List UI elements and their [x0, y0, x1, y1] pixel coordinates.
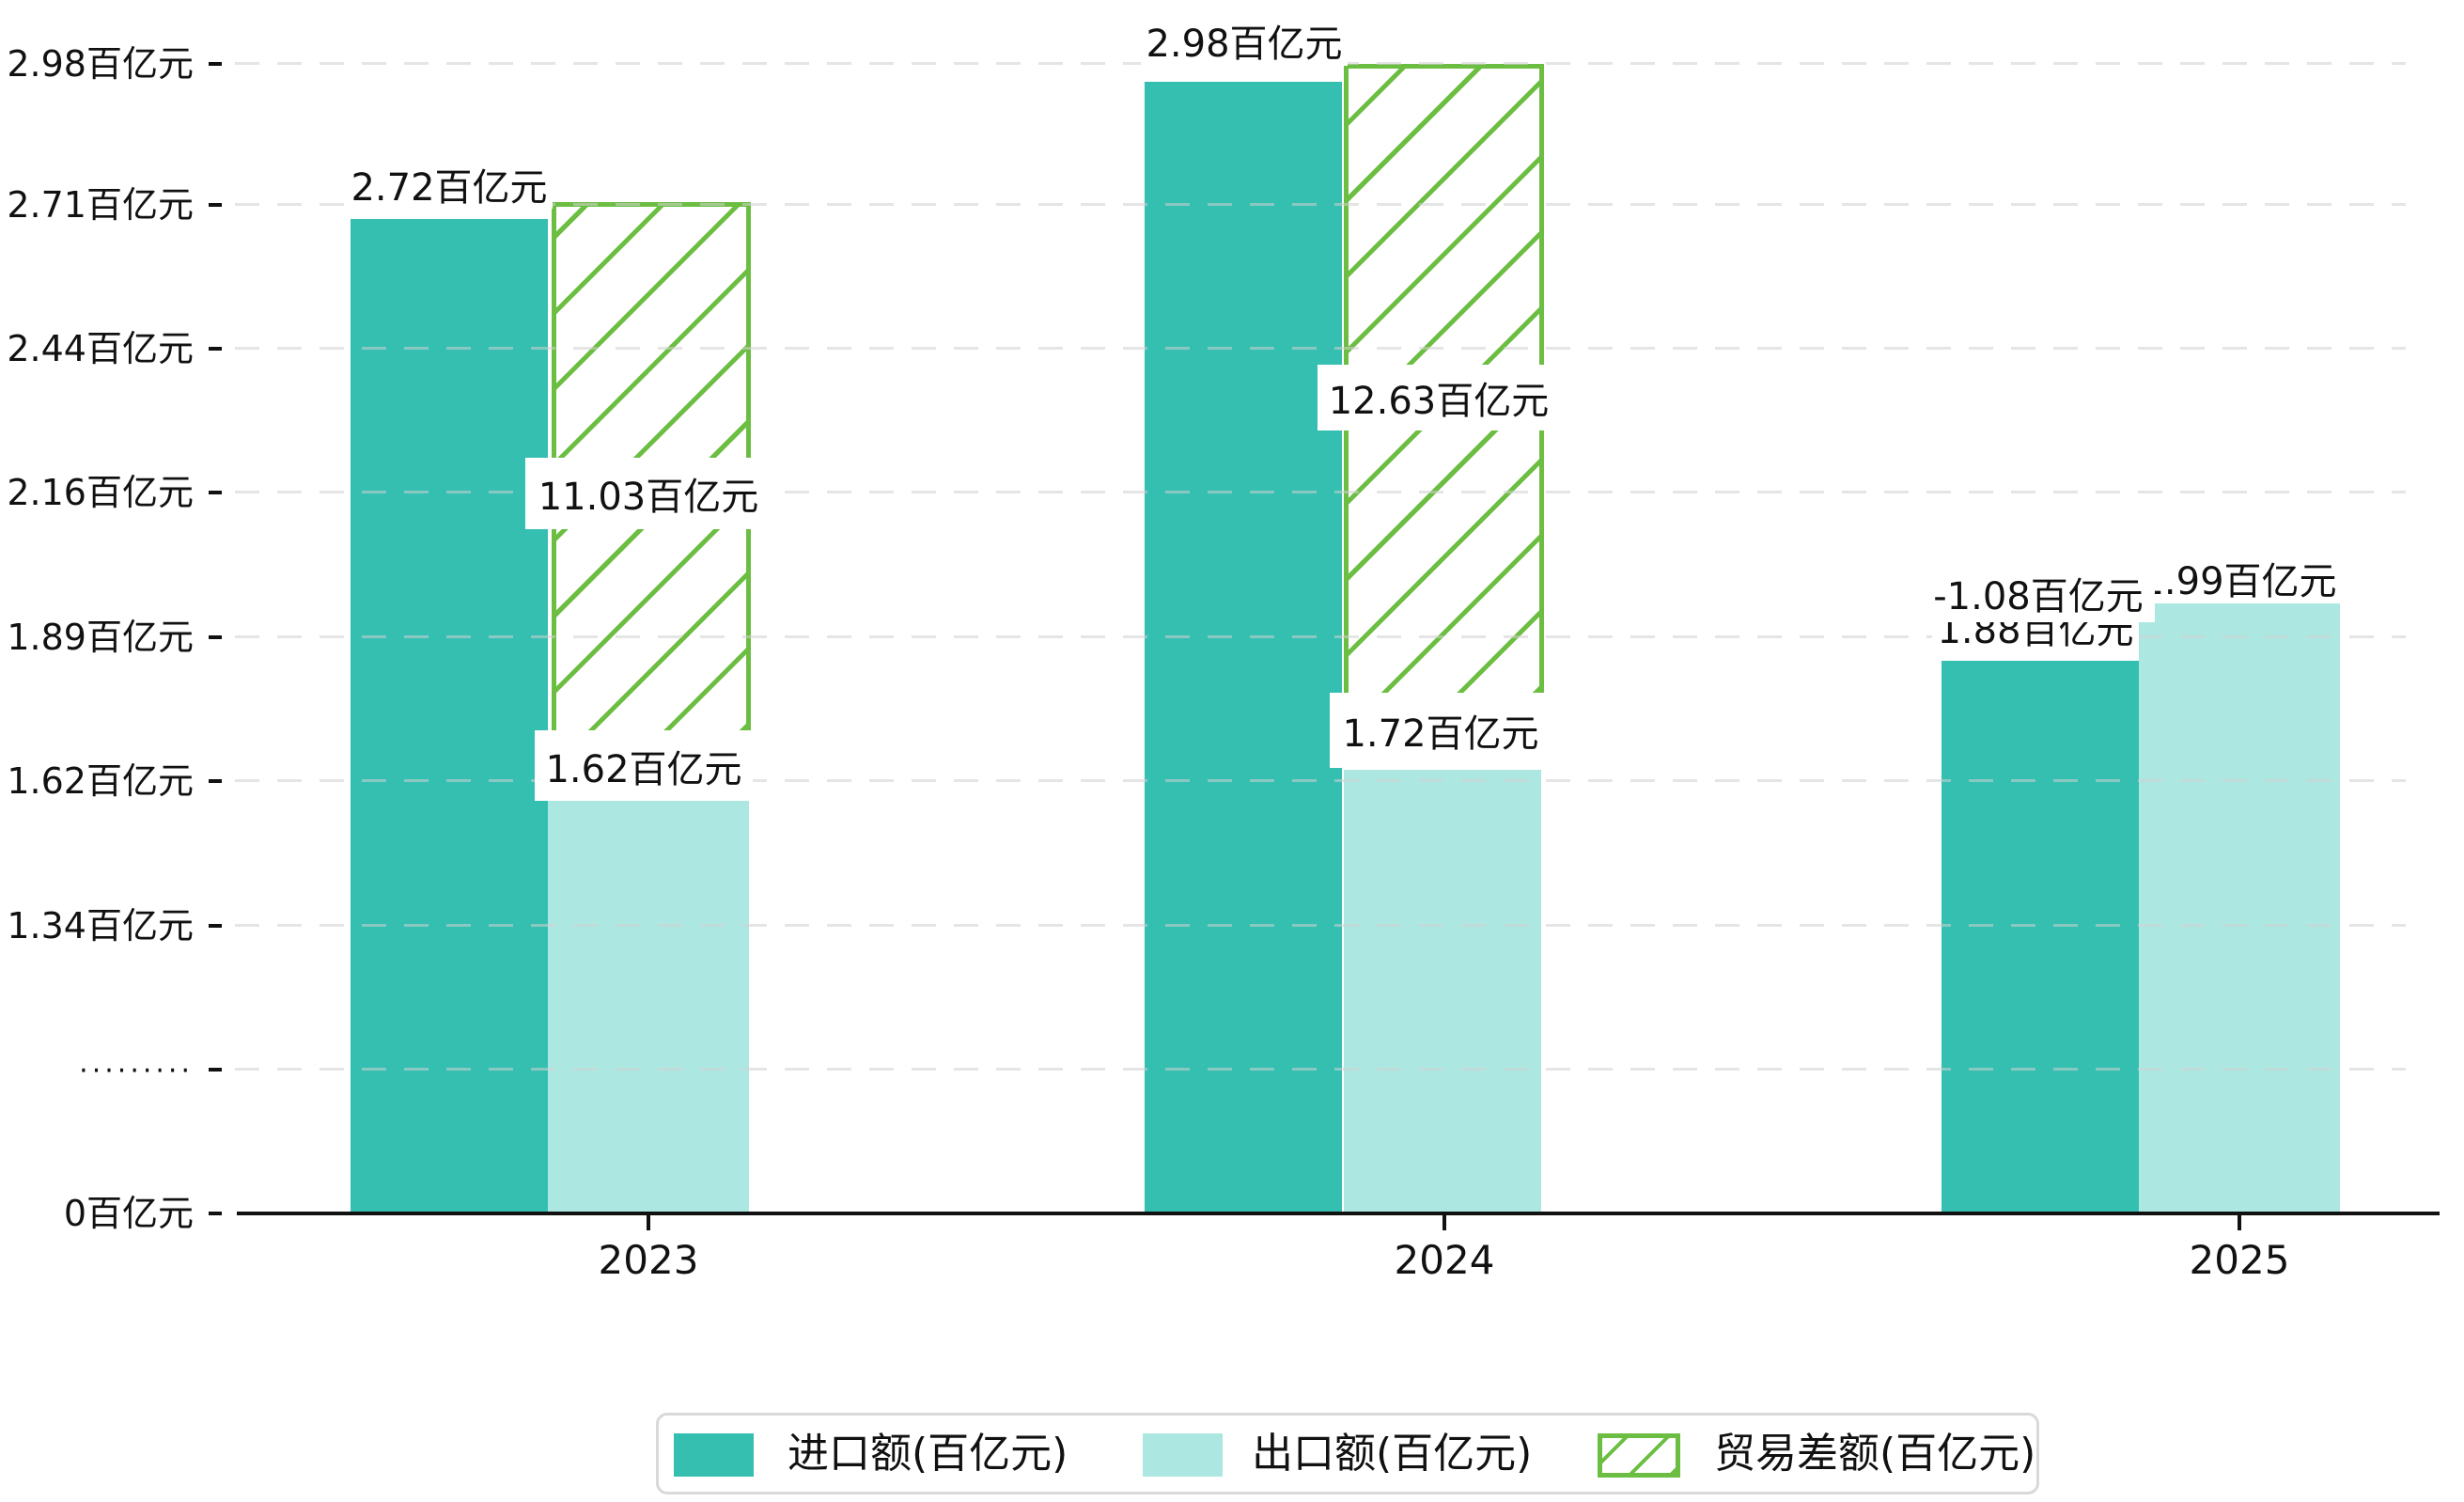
y-tick-mark — [209, 1212, 222, 1215]
legend-swatch-trade-balance-hatched — [1598, 1433, 1680, 1478]
legend-swatch-import — [674, 1433, 754, 1477]
y-tick-mark — [209, 347, 222, 351]
legend-label-import: 进口额(百亿元) — [788, 1430, 1068, 1478]
gridline — [235, 203, 2406, 206]
x-tick-label-2023: 2023 — [598, 1237, 699, 1283]
y-tick-label: 0百亿元 — [63, 1193, 194, 1234]
data-label-import-2023: 2.72百亿元 — [346, 160, 553, 210]
gridline — [235, 1068, 2406, 1071]
x-tick-mark — [2238, 1215, 2241, 1230]
bar-export-2023 — [548, 799, 749, 1213]
x-tick-label-2025: 2025 — [2189, 1237, 2290, 1283]
gridline — [235, 779, 2406, 782]
legend-swatch-export — [1143, 1433, 1223, 1477]
y-tick-label: 2.16百亿元 — [7, 472, 194, 513]
x-tick-mark — [647, 1215, 650, 1230]
bar-export-2025 — [2139, 603, 2340, 1213]
y-tick-mark — [209, 62, 222, 66]
y-tick-mark — [209, 924, 222, 928]
data-label-trade-balance-2025: -1.08百亿元 — [1922, 564, 2155, 622]
y-tick-mark — [209, 779, 222, 783]
legend: 进口额(百亿元) 出口额(百亿元) 贸易差额(百亿元) — [656, 1413, 2039, 1494]
data-label-trade-balance-2024: 12.63百亿元 — [1318, 365, 1560, 430]
y-tick-label: 1.34百亿元 — [7, 905, 194, 947]
data-label-trade-balance-2023: 11.03百亿元 — [525, 458, 772, 529]
y-tick-label: 2.44百亿元 — [7, 328, 194, 369]
gridline — [235, 635, 2406, 638]
data-label-export-2023: 1.62百亿元 — [535, 730, 753, 801]
legend-label-export: 出口额(百亿元) — [1252, 1430, 1533, 1478]
y-tick-mark — [209, 491, 222, 494]
gridline — [235, 924, 2406, 927]
y-tick-mark — [209, 203, 222, 207]
y-tick-label: 1.62百亿元 — [7, 760, 194, 802]
y-axis-break-dots: ········· — [79, 1055, 194, 1087]
y-tick-label: 2.71百亿元 — [7, 184, 194, 226]
data-label-import-2024: 2.98百亿元 — [1141, 15, 1348, 66]
y-tick-label: 2.98百亿元 — [7, 43, 194, 85]
bar-export-2024 — [1344, 770, 1541, 1213]
gridline — [235, 347, 2406, 350]
y-tick-label: 1.89百亿元 — [7, 617, 194, 658]
gridline — [235, 491, 2406, 493]
x-tick-mark — [1443, 1215, 1446, 1230]
bar-import-2024 — [1145, 82, 1342, 1213]
legend-label-trade-balance: 贸易差额(百亿元) — [1714, 1430, 2036, 1478]
x-axis-line — [237, 1212, 2440, 1215]
y-tick-mark — [209, 635, 222, 639]
x-tick-label-2024: 2024 — [1394, 1237, 1495, 1283]
y-tick-mark — [209, 1068, 222, 1072]
bar-import-2023 — [351, 219, 548, 1213]
data-label-export-2025: 1.99百亿元 — [2133, 553, 2344, 603]
bar-import-2025 — [1942, 661, 2139, 1213]
data-label-export-2024: 1.72百亿元 — [1330, 693, 1552, 768]
